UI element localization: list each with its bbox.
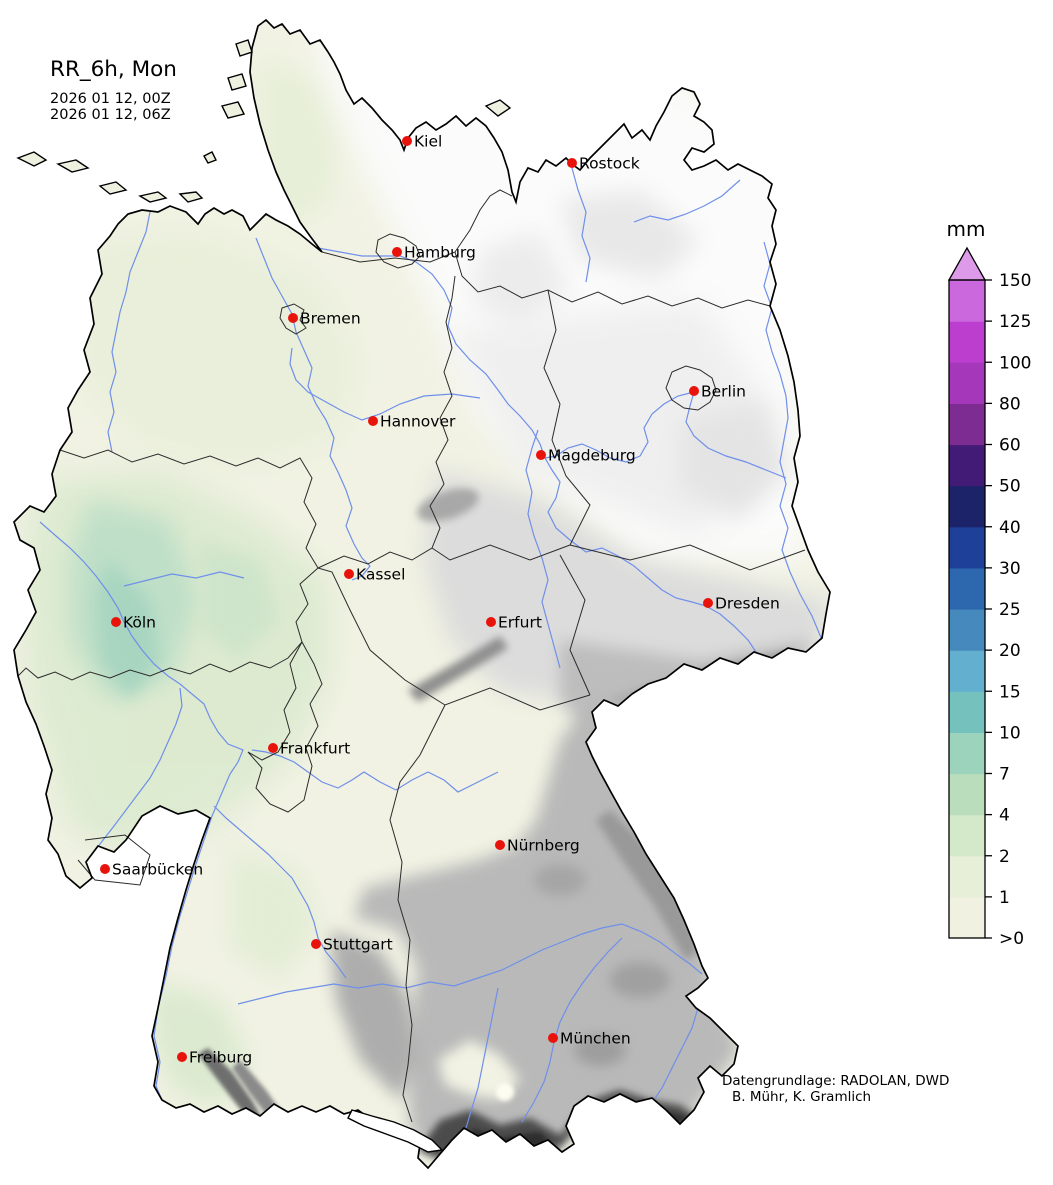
city-dot-Hamburg bbox=[392, 247, 402, 257]
colorbar-segment-10 bbox=[949, 485, 985, 528]
colorbar-tick-label-10: 10 bbox=[999, 723, 1021, 743]
city-dot-Nürnberg bbox=[495, 840, 505, 850]
colorbar-segment-15 bbox=[949, 280, 985, 322]
city-label-München: München bbox=[560, 1030, 631, 1048]
city-dot-Dresden bbox=[703, 598, 713, 608]
river-rhine bbox=[39, 521, 244, 1101]
river-lech bbox=[465, 987, 499, 1129]
colorbar-frame bbox=[948, 279, 986, 939]
colorbar-tick-label-100: 100 bbox=[999, 353, 1031, 373]
colorbar-segment-12 bbox=[949, 403, 985, 446]
city-label-Erfurt: Erfurt bbox=[498, 614, 542, 632]
river-ems bbox=[107, 211, 151, 453]
city-label-Nürnberg: Nürnberg bbox=[507, 837, 580, 855]
colorbar-tick-label-150: 150 bbox=[999, 271, 1031, 291]
river-main bbox=[251, 749, 499, 793]
river-spree bbox=[685, 391, 787, 479]
colorbar-tick-label-7: 7 bbox=[999, 765, 1010, 785]
colorbar-segment-9 bbox=[949, 526, 985, 569]
state-borders bbox=[17, 189, 806, 1123]
river-neckar bbox=[213, 805, 347, 979]
colorbar-segment-2 bbox=[949, 814, 985, 857]
river-havel bbox=[544, 391, 695, 463]
river-mosel bbox=[85, 687, 183, 863]
colorbar-tick-label->0: >0 bbox=[999, 929, 1024, 949]
city-markers: Kiel Rostock Hamburg Bremen Berlin Hannover Ma… bbox=[100, 133, 780, 1067]
city-label-Freiburg: Freiburg bbox=[189, 1049, 252, 1067]
colorbar-segment-7 bbox=[949, 609, 985, 651]
city-dot-Kassel bbox=[344, 569, 354, 579]
city-dot-Saarbücken bbox=[100, 864, 110, 874]
colorbar: >0 1 2 4 7 10 15 20 25 30 40 50 60 80 100 125 150 bbox=[949, 271, 1031, 949]
city-label-Hannover: Hannover bbox=[380, 413, 456, 431]
river-peene bbox=[633, 179, 741, 223]
data-source-credit: Datengrundlage: RADOLAN, DWD bbox=[722, 1073, 949, 1089]
figure-title: RR_6h, Mon bbox=[50, 57, 177, 82]
city-dot-Magdeburg bbox=[536, 450, 546, 460]
colorbar-tick-label-40: 40 bbox=[999, 518, 1021, 538]
colorbar-segment-6 bbox=[949, 650, 985, 692]
colorbar-tick-label-60: 60 bbox=[999, 436, 1021, 456]
river-ruhr bbox=[123, 571, 245, 587]
city-label-Kassel: Kassel bbox=[356, 566, 405, 584]
colorbar-tick-label-15: 15 bbox=[999, 682, 1021, 702]
city-label-Frankfurt: Frankfurt bbox=[280, 740, 350, 758]
end-time-label: 2026 01 12, 06Z bbox=[50, 107, 171, 123]
colorbar-tick-label-1: 1 bbox=[999, 888, 1010, 908]
city-dot-Stuttgart bbox=[311, 939, 321, 949]
colorbar-segment-11 bbox=[949, 444, 985, 487]
river-elbe bbox=[317, 247, 757, 653]
colorbar-segment-0 bbox=[949, 896, 985, 939]
river-aller bbox=[289, 347, 481, 421]
colorbar-segment-4 bbox=[949, 732, 985, 775]
city-label-Stuttgart: Stuttgart bbox=[323, 936, 393, 954]
city-dot-Frankfurt bbox=[268, 743, 278, 753]
colorbar-tick-label-2: 2 bbox=[999, 847, 1010, 867]
colorbar-segment-3 bbox=[949, 773, 985, 816]
colorbar-tick-label-50: 50 bbox=[999, 477, 1021, 497]
lake-constance bbox=[347, 1109, 444, 1153]
city-dot-Hannover bbox=[368, 416, 378, 426]
colorbar-tick-label-25: 25 bbox=[999, 600, 1021, 620]
city-label-Rostock: Rostock bbox=[579, 155, 640, 173]
colorbar-segment-8 bbox=[949, 567, 985, 610]
coastal-islands bbox=[16, 39, 512, 203]
city-label-Kiel: Kiel bbox=[414, 133, 442, 151]
city-dot-Rostock bbox=[567, 158, 577, 168]
colorbar-unit-label: mm bbox=[947, 217, 986, 241]
colorbar-segment-14 bbox=[949, 321, 985, 363]
colorbar-tick-label-80: 80 bbox=[999, 394, 1021, 414]
colorbar-tick-label-4: 4 bbox=[999, 806, 1010, 826]
river-isar bbox=[521, 937, 623, 1123]
city-label-Dresden: Dresden bbox=[715, 595, 780, 613]
city-label-Hamburg: Hamburg bbox=[404, 244, 476, 262]
city-label-Saarbücken: Saarbücken bbox=[112, 861, 203, 879]
colorbar-segment-13 bbox=[949, 362, 985, 404]
colorbar-segment-5 bbox=[949, 691, 985, 733]
city-dot-Kiel bbox=[402, 136, 412, 146]
city-dot-Köln bbox=[111, 617, 121, 627]
city-label-Bremen: Bremen bbox=[300, 310, 361, 328]
colorbar-tick-label-30: 30 bbox=[999, 559, 1021, 579]
author-credit: B. Mühr, K. Gramlich bbox=[732, 1089, 871, 1105]
city-label-Köln: Köln bbox=[123, 614, 156, 632]
city-dot-Erfurt bbox=[486, 617, 496, 627]
river-danube bbox=[237, 923, 703, 1005]
colorbar-arrow bbox=[947, 246, 987, 281]
river-warnow bbox=[571, 167, 591, 283]
colorbar-tick-label-125: 125 bbox=[999, 312, 1031, 332]
colorbar-segment-1 bbox=[949, 855, 985, 898]
city-dot-München bbox=[548, 1033, 558, 1043]
city-label-Magdeburg: Magdeburg bbox=[548, 447, 636, 465]
city-dot-Freiburg bbox=[177, 1052, 187, 1062]
start-time-label: 2026 01 12, 00Z bbox=[50, 91, 171, 107]
river-saale bbox=[525, 429, 561, 669]
city-dot-Bremen bbox=[288, 313, 298, 323]
river-weser bbox=[255, 237, 371, 581]
city-label-Berlin: Berlin bbox=[701, 383, 746, 401]
colorbar-tick-label-20: 20 bbox=[999, 641, 1021, 661]
city-dot-Berlin bbox=[689, 386, 699, 396]
